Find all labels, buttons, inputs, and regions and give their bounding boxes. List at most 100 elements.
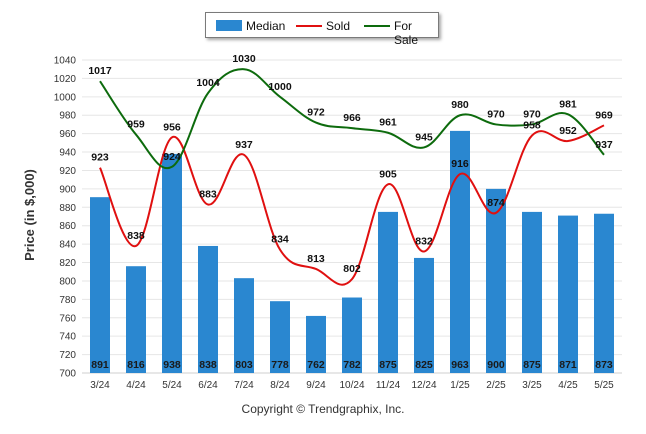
median-bar [450,130,470,373]
for-sale-point-label: 970 [487,108,505,120]
sold-point-label: 834 [271,234,289,246]
x-tick-label: 11/24 [376,380,401,391]
for-sale-line [99,68,605,170]
y-tick-label: 880 [59,203,76,214]
median-bar-label: 938 [163,359,181,371]
for-sale-point-label: 945 [415,131,433,143]
median-bar-label: 900 [487,359,505,371]
median-bar [198,245,218,373]
y-tick-label: 920 [59,166,76,177]
median-bar [558,215,578,373]
y-tick-label: 840 [59,240,76,251]
median-bar-label: 803 [235,359,253,371]
median-bar-label: 875 [523,359,541,371]
median-bar [594,213,614,373]
sold-point-label: 923 [91,152,109,164]
legend-sold-swatch [296,25,322,27]
for-sale-point-label: 924 [163,151,181,163]
x-tick-label: 5/24 [162,380,182,391]
sold-point-label: 969 [595,109,613,121]
median-bar [342,297,362,373]
median-bar [486,188,506,373]
median-bar [414,257,434,373]
median-bar-label: 762 [307,359,325,371]
for-sale-point-label: 970 [523,108,541,120]
for-sale-point-label: 961 [379,117,397,129]
y-tick-label: 760 [59,313,76,324]
legend-sold-label: Sold [326,19,351,33]
legend-median-swatch [216,20,242,31]
for-sale-point-label: 959 [127,119,145,131]
median-bar [270,301,290,373]
sold-point-label: 905 [379,168,397,180]
x-axis-ticks: 3/24 4/24 5/24 6/24 7/24 8/24 9/24 10/24 11/24 12… [90,380,614,391]
y-tick-label: 700 [59,369,76,380]
for-sale-point-label: 1004 [196,77,220,89]
for-sale-point-label: 1017 [88,65,112,77]
x-tick-label: 10/24 [339,380,364,391]
median-bars [90,130,614,373]
x-tick-label: 6/24 [198,380,218,391]
for-sale-point-label: 972 [307,107,325,119]
y-tick-label: 780 [59,295,76,306]
median-bar-labels: 891 816 938 838 803 778 762 782 875 825 963 900 875 8… [91,359,613,371]
legend-forsale-swatch [364,25,390,27]
x-tick-label: 1/25 [450,380,470,391]
x-tick-label: 4/25 [558,380,578,391]
legend-forsale-label: For Sale [394,19,419,47]
y-tick-label: 960 [59,129,76,140]
median-bar-label: 825 [415,359,433,371]
legend-median-label: Median [246,19,286,33]
for-sale-point-label: 980 [451,99,469,111]
sold-point-label: 813 [307,253,325,265]
x-tick-label: 3/25 [522,380,542,391]
median-bar-label: 873 [595,359,613,371]
for-sale-point-label: 981 [559,98,577,110]
series-lines [99,68,605,286]
sold-point-label: 952 [559,125,577,137]
y-tick-label: 980 [59,111,76,122]
median-bar-label: 963 [451,359,469,371]
median-bar [378,211,398,373]
y-axis-label: Price (in $,000) [22,169,37,261]
y-axis-ticks: 700 720 740 760 780 800 820 840 860 880 900 920 940 9… [54,56,77,380]
y-tick-label: 720 [59,350,76,361]
x-tick-label: 5/25 [594,380,614,391]
sold-point-label: 802 [343,263,361,275]
sold-point-label: 832 [415,235,433,247]
median-bar-label: 816 [127,359,145,371]
sold-point-label: 916 [451,158,469,170]
for-sale-point-label: 937 [595,139,613,151]
median-bar [162,153,182,373]
median-bar [306,315,326,373]
median-bar [234,278,254,373]
for-sale-point-label: 1030 [232,53,256,65]
median-bar-label: 838 [199,359,217,371]
y-tick-label: 1020 [54,74,77,85]
sold-line [99,124,605,286]
x-tick-label: 3/24 [90,380,110,391]
x-tick-label: 4/24 [126,380,146,391]
median-bar-label: 875 [379,359,397,371]
legend: Median Sold For Sale [205,12,439,47]
median-bar-label: 778 [271,359,289,371]
median-bar-label: 871 [559,359,577,371]
median-bar-label: 891 [91,359,109,371]
x-tick-label: 9/24 [306,380,326,391]
copyright-text: Copyright © Trendgraphix, Inc. [241,402,405,416]
median-bar [90,197,110,373]
y-tick-label: 900 [59,184,76,195]
x-tick-label: 2/25 [486,380,506,391]
median-bar [126,266,146,373]
for-sale-point-label: 966 [343,112,361,124]
sold-point-label: 883 [199,189,217,201]
median-bar [522,211,542,373]
sold-point-label: 937 [235,139,253,151]
y-tick-label: 1000 [54,92,77,103]
sold-point-label: 838 [127,230,145,242]
sold-point-label: 958 [523,119,541,131]
x-tick-label: 7/24 [234,380,254,391]
sold-point-label: 874 [487,197,505,209]
